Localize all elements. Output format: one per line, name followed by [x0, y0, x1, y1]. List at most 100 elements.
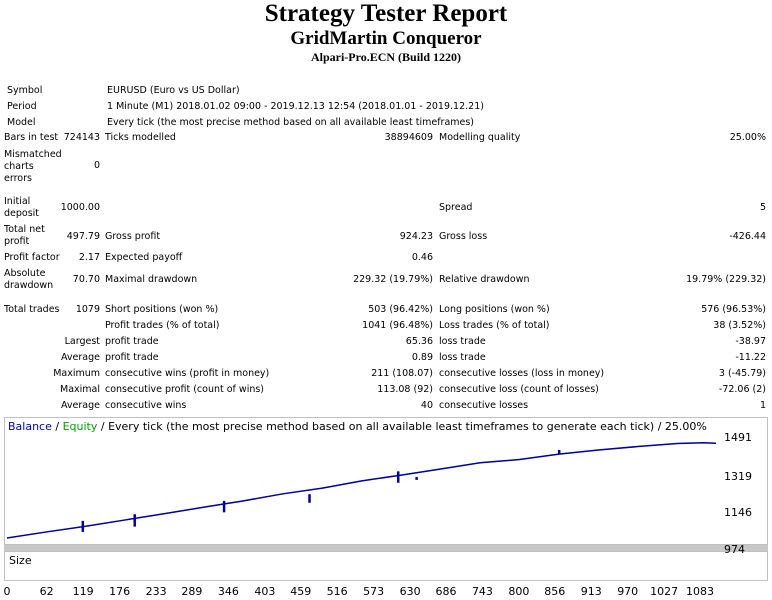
pf-label: Profit factor: [4, 252, 60, 263]
x-tick-label: 800: [508, 585, 530, 598]
average-profit-label: profit trade: [105, 352, 159, 363]
average-profit-value: 0.89: [411, 352, 433, 363]
maximal-profit-label: consecutive profit (count of wins): [105, 384, 265, 395]
size-chart: [4, 551, 768, 581]
short-label: Short positions (won %): [105, 304, 219, 315]
max-losses-value: 3 (-45.79): [718, 368, 766, 379]
x-tick-label: 233: [145, 585, 167, 598]
grossprofit-value: 924.23: [399, 231, 433, 242]
largest-profit-value: 65.36: [405, 336, 433, 347]
payoff-label: Expected payoff: [105, 252, 183, 263]
chart-legend: Balance / Equity / Every tick (the most …: [8, 420, 707, 433]
average-loss-value: -11.22: [735, 352, 766, 363]
netprofit-label: Total net: [4, 224, 45, 235]
ticks-label: Ticks modelled: [105, 132, 176, 143]
max-losses-label: consecutive losses (loss in money): [439, 368, 605, 379]
maximal-loss-label: consecutive loss (count of losses): [439, 384, 599, 395]
maximal-profit-value: 113.08 (92): [377, 384, 433, 395]
x-tick-label: 1083: [686, 585, 714, 598]
deposit-label: Initial: [4, 196, 31, 207]
x-tick-label: 913: [580, 585, 602, 598]
absdd-value: 70.70: [72, 274, 100, 285]
profit-trades-value: 1041 (96.48%): [362, 320, 433, 331]
avg-consec-wins-value: 40: [420, 400, 433, 411]
average-label: Average: [60, 352, 100, 363]
spread-value: 5: [759, 202, 766, 213]
legend-equity: Equity: [62, 420, 98, 433]
y-tick-label: 1146: [724, 506, 752, 519]
spread-label: Spread: [439, 202, 473, 213]
x-tick-label: 289: [181, 585, 203, 598]
x-tick-label: 119: [72, 585, 94, 598]
ticks-value: 38894609: [384, 132, 433, 143]
x-tick-label: 176: [109, 585, 131, 598]
bars-value: 724143: [63, 132, 100, 143]
x-tick-label: 459: [290, 585, 312, 598]
model-label: Model: [7, 117, 36, 128]
size-label: Size: [9, 554, 32, 567]
grossprofit-label: Gross profit: [105, 231, 161, 242]
maxdd-value: 229.32 (19.79%): [353, 274, 433, 285]
quality-value: 25.00%: [729, 132, 766, 143]
mismatched-label-2: charts: [4, 161, 34, 172]
reldd-value: 19.79% (229.32): [686, 274, 766, 285]
largest-loss-value: -38.97: [735, 336, 766, 347]
x-tick-label: 0: [3, 585, 11, 598]
symbol-value: EURUSD (Euro vs US Dollar): [107, 85, 240, 96]
x-tick-label: 970: [617, 585, 639, 598]
x-tick-label: 1027: [650, 585, 679, 598]
balance-chart: [4, 417, 768, 545]
x-tick-label: 743: [471, 585, 493, 598]
legend-description: / Every tick (the most precise method ba…: [97, 420, 707, 433]
avg-consec-losses-value: 1: [759, 400, 766, 411]
x-tick-label: 346: [217, 585, 239, 598]
mismatched-label: Mismatched: [4, 149, 62, 160]
bars-label: Bars in test: [4, 132, 59, 143]
symbol-label: Symbol: [7, 85, 43, 96]
strategy-name: GridMartin Conqueror: [290, 28, 482, 49]
netprofit-label-2: profit: [4, 236, 30, 247]
netprofit-value: 497.79: [66, 231, 100, 242]
grossloss-label: Gross loss: [439, 231, 488, 242]
y-tick-label: 974: [724, 543, 745, 556]
model-value: Every tick (the most precise method base…: [107, 117, 475, 128]
x-tick-label: 630: [399, 585, 421, 598]
mismatched-value: 0: [93, 160, 100, 171]
x-tick-label: 62: [39, 585, 54, 598]
reldd-label: Relative drawdown: [439, 274, 530, 285]
grossloss-value: -426.44: [729, 231, 766, 242]
maximal-label: Maximal: [60, 384, 100, 395]
x-tick-label: 856: [544, 585, 566, 598]
maxdd-label: Maximal drawdown: [105, 274, 198, 285]
absdd-label-2: drawdown: [4, 280, 54, 291]
total-trades-value: 1079: [75, 304, 100, 315]
pf-value: 2.17: [78, 252, 100, 263]
period-label: Period: [7, 101, 37, 112]
quality-label: Modelling quality: [439, 132, 521, 143]
x-tick-label: 686: [435, 585, 457, 598]
y-tick-label: 1319: [724, 470, 752, 483]
largest-loss-label: loss trade: [439, 336, 486, 347]
avg-consec-losses-label: consecutive losses: [439, 400, 529, 411]
x-tick-label: 403: [254, 585, 276, 598]
payoff-value: 0.46: [411, 252, 433, 263]
deposit-value: 1000.00: [60, 202, 100, 213]
period-value: 1 Minute (M1) 2018.01.02 09:00 - 2019.12…: [107, 101, 484, 112]
average-loss-label: loss trade: [439, 352, 486, 363]
max-wins-value: 211 (108.07): [371, 368, 433, 379]
loss-trades-label: Loss trades (% of total): [439, 320, 550, 331]
legend-balance: Balance: [8, 420, 52, 433]
profit-trades-label: Profit trades (% of total): [105, 320, 220, 331]
server-name: Alpari-Pro.ECN (Build 1220): [310, 50, 462, 64]
maximum-label: Maximum: [53, 368, 100, 379]
deposit-label-2: deposit: [4, 208, 40, 219]
loss-trades-value: 38 (3.52%): [713, 320, 766, 331]
largest-label: Largest: [64, 336, 100, 347]
maximal-loss-value: -72.06 (2): [718, 384, 766, 395]
x-tick-label: 516: [326, 585, 348, 598]
long-label: Long positions (won %): [439, 304, 550, 315]
largest-profit-label: profit trade: [105, 336, 159, 347]
report-title: Strategy Tester Report: [264, 0, 508, 27]
short-value: 503 (96.42%): [368, 304, 433, 315]
avg-consec-wins-label: consecutive wins: [105, 400, 187, 411]
